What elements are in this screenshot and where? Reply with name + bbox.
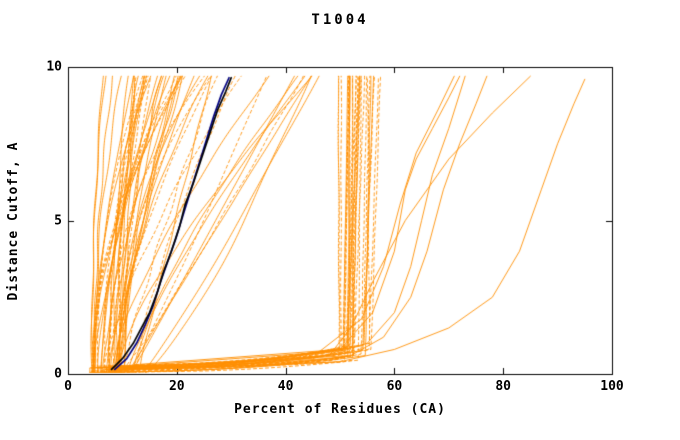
x-tick-label: 80 <box>495 379 512 394</box>
x-tick-label: 20 <box>168 379 185 394</box>
y-tick-label: 10 <box>46 59 62 75</box>
x-tick-label: 100 <box>600 379 624 394</box>
y-tick-label: 0 <box>54 366 62 382</box>
x-tick-label: 0 <box>64 379 72 394</box>
y-axis-label: Distance Cutoff, A <box>6 141 21 301</box>
x-tick-label: 60 <box>386 379 403 394</box>
x-tick-label: 40 <box>277 379 294 394</box>
y-tick-label: 5 <box>54 213 62 228</box>
x-axis-label: Percent of Residues (CA) <box>234 402 446 417</box>
